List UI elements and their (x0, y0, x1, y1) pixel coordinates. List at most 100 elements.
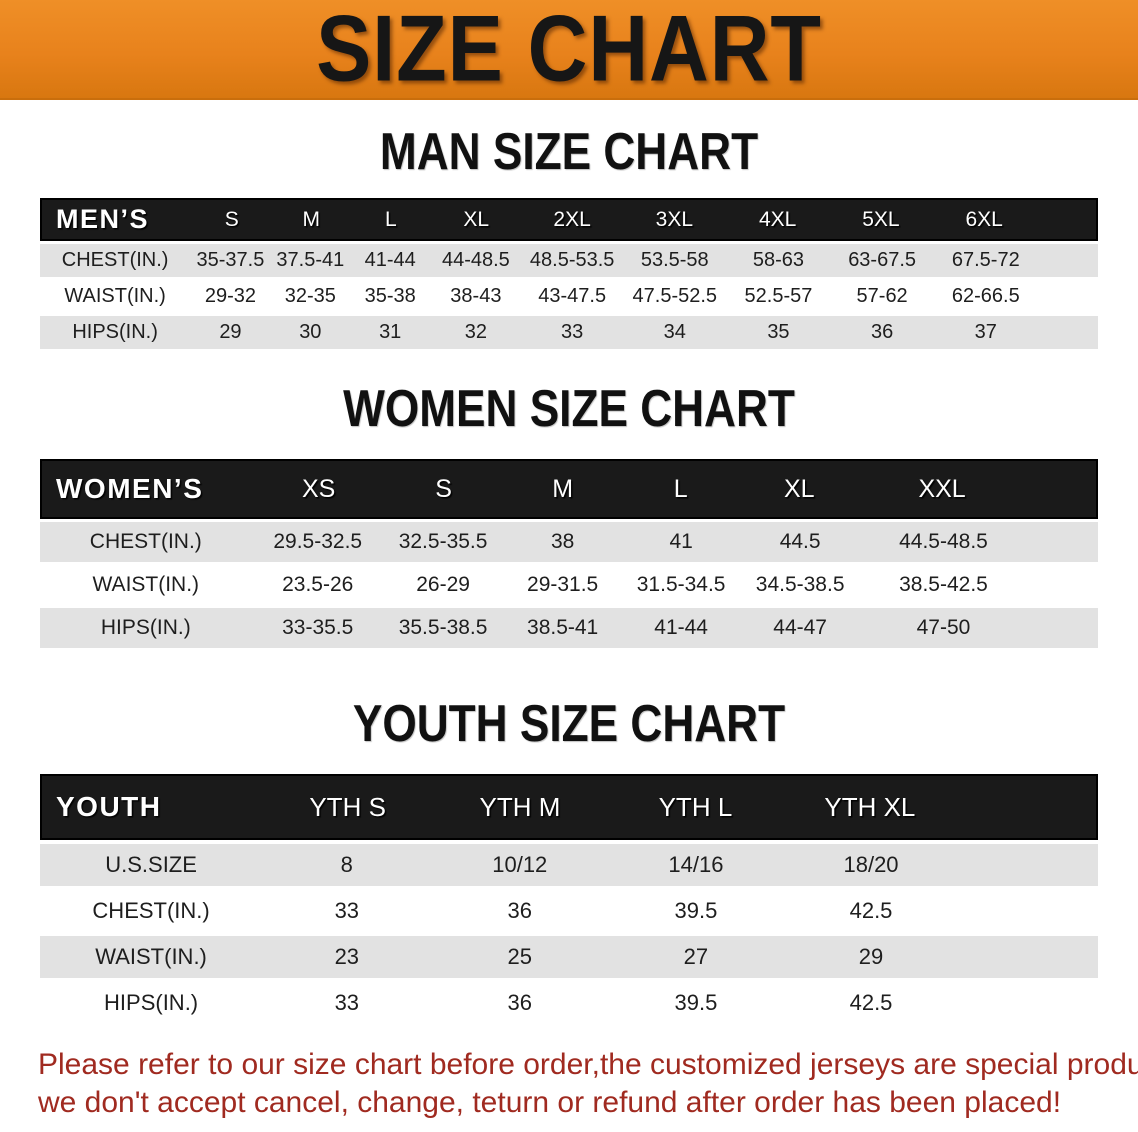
measurement-row: CHEST(IN.) 33 36 39.5 42.5 (40, 890, 1098, 932)
size-value-cell: 47-50 (916, 616, 971, 639)
table-title-cell: WOMEN’S (56, 473, 204, 504)
measurement-label: WAIST(IN.) (64, 285, 166, 307)
size-value-cell: 38.5-41 (527, 616, 599, 639)
size-value-cell: 29.5-32.5 (273, 530, 363, 553)
size-value-cell: 62-66.5 (951, 285, 1020, 307)
size-value-cell: 43-47.5 (538, 285, 607, 307)
size-value-cell: 41-44 (364, 249, 416, 271)
size-value-cell: 37.5-41 (276, 249, 345, 271)
size-value-cell: 39.5 (674, 898, 718, 923)
size-value-cell: 57-62 (856, 285, 908, 307)
size-value-cell: 10/12 (492, 852, 548, 877)
size-value-cell: 38 (550, 530, 575, 553)
table-title-cell: MEN’S (56, 204, 150, 234)
banner-title: SIZE CHART (316, 0, 822, 102)
measurement-label: CHEST(IN.) (92, 898, 210, 923)
size-column-header: 4XL (758, 207, 797, 231)
size-value-cell: 27 (683, 944, 709, 969)
size-value-cell: 35-38 (364, 285, 416, 307)
size-column-header: 5XL (862, 207, 900, 231)
size-value-cell: 31.5-34.5 (636, 573, 726, 596)
size-value-cell: 33 (561, 321, 584, 343)
size-column-header: XL (783, 474, 815, 503)
size-column-header: YTH L (658, 791, 733, 822)
measurement-label: U.S.SIZE (105, 852, 197, 877)
size-value-cell: 41 (669, 530, 693, 553)
measurement-label: CHEST(IN.) (61, 249, 169, 271)
measurement-label: WAIST(IN.) (92, 573, 200, 596)
measurement-row: HIPS(IN.) 33-35.5 35.5-38.5 38.5-41 41-44 44-… (40, 608, 1098, 648)
size-column-header: YTH S (309, 791, 386, 822)
size-value-cell: 30 (299, 321, 322, 343)
measurement-label: WAIST(IN.) (95, 944, 207, 969)
women-size-table: WOMEN’S XS S M L XL XXL CHEST(IN.) 29.5-32.5 32.5… (40, 459, 1098, 648)
size-value-cell: 23.5-26 (282, 573, 354, 596)
size-value-cell: 44-47 (773, 616, 827, 639)
disclaimer-line-1: Please refer to our size chart before or… (38, 1048, 1138, 1081)
size-value-cell: 35-37.5 (196, 249, 265, 271)
table-header-row: MEN’S S M L XL 2XL 3XL 4XL 5XL 6XL (40, 198, 1098, 241)
youth-section-heading: YOUTH SIZE CHART (352, 695, 786, 753)
size-value-cell: 33 (334, 898, 360, 923)
size-value-cell: 53.5-58 (640, 249, 709, 271)
size-value-cell: 29-31.5 (527, 573, 599, 596)
men-size-table: MEN’S S M L XL 2XL 3XL 4XL 5XL 6XL CHEST(IN.) 35-37… (40, 198, 1098, 349)
size-value-cell: 25 (507, 944, 533, 969)
size-value-cell: 36 (507, 898, 533, 923)
size-value-cell: 37 (974, 321, 997, 343)
size-value-cell: 34 (663, 321, 686, 343)
measurement-row: U.S.SIZE 8 10/12 14/16 18/20 (40, 844, 1098, 886)
size-value-cell: 32.5-35.5 (398, 530, 488, 553)
size-value-cell: 63-67.5 (848, 249, 917, 271)
size-value-cell: 35.5-38.5 (398, 616, 488, 639)
size-value-cell: 18/20 (843, 852, 899, 877)
size-value-cell: 29-32 (204, 285, 257, 307)
size-value-cell: 47.5-52.5 (632, 285, 718, 307)
size-value-cell: 32 (464, 321, 487, 343)
measurement-label: CHEST(IN.) (89, 530, 202, 553)
disclaimer: Please refer to our size chart before or… (38, 1046, 1138, 1122)
size-value-cell: 33 (334, 990, 360, 1015)
size-value-cell: 44-48.5 (441, 249, 510, 271)
table-header-row: WOMEN’S XS S M L XL XXL (40, 459, 1098, 519)
size-value-cell: 29 (858, 944, 884, 969)
size-chart-banner: SIZE CHART (0, 0, 1138, 100)
table-header-row: YOUTH YTH S YTH M YTH L YTH XL (40, 774, 1098, 840)
size-value-cell: 26-29 (416, 573, 470, 596)
size-column-header: XL (463, 207, 490, 231)
size-column-header: YTH M (479, 791, 561, 822)
measurement-row: WAIST(IN.) 23.5-26 26-29 29-31.5 31.5-34.5 34… (40, 565, 1098, 605)
size-value-cell: 36 (870, 321, 894, 343)
size-value-cell: 38-43 (450, 285, 502, 307)
size-value-cell: 44.5-48.5 (899, 530, 988, 553)
size-value-cell: 31 (379, 321, 402, 343)
size-value-cell: 14/16 (668, 852, 724, 877)
measurement-row: CHEST(IN.) 35-37.5 37.5-41 41-44 44-48.5 48.5… (40, 244, 1098, 277)
measurement-label: HIPS(IN.) (100, 616, 191, 639)
measurement-row: WAIST(IN.) 29-32 32-35 35-38 38-43 43-47.5 47.… (40, 280, 1098, 313)
size-column-header: 3XL (655, 207, 694, 231)
size-column-header: S (435, 474, 452, 503)
size-value-cell: 35 (767, 321, 790, 343)
size-column-header: XS (301, 474, 336, 503)
size-value-cell: 39.5 (674, 990, 718, 1015)
size-value-cell: 42.5 (849, 898, 893, 923)
size-value-cell: 8 (340, 852, 353, 877)
size-column-header: M (552, 474, 574, 503)
measurement-row: CHEST(IN.) 29.5-32.5 32.5-35.5 38 41 44.5 44.5… (40, 522, 1098, 562)
size-value-cell: 34.5-38.5 (755, 573, 845, 596)
size-column-header: M (302, 207, 321, 231)
size-column-header: 2XL (553, 207, 591, 231)
youth-size-table: YOUTH YTH S YTH M YTH L YTH XL U.S.SIZE 8 10/12… (40, 774, 1098, 1024)
table-title-cell: YOUTH (56, 791, 162, 822)
size-column-header: XXL (918, 474, 966, 503)
size-column-header: L (385, 207, 397, 231)
disclaimer-line-2: we don't accept cancel, change, teturn o… (38, 1086, 1062, 1119)
measurement-label: HIPS(IN.) (104, 990, 199, 1015)
size-column-header: 6XL (965, 207, 1003, 231)
size-value-cell: 32-35 (284, 285, 336, 307)
size-value-cell: 44.5 (779, 530, 821, 553)
measurement-label: HIPS(IN.) (72, 321, 158, 343)
men-section-heading: MAN SIZE CHART (379, 123, 759, 181)
size-value-cell: 33-35.5 (282, 616, 354, 639)
